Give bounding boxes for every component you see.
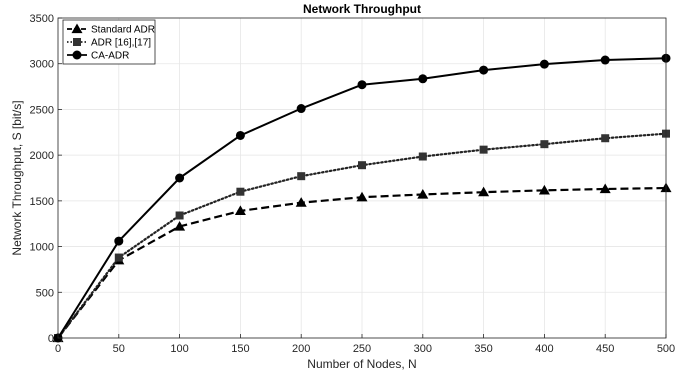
data-point-ca-adr bbox=[114, 236, 124, 246]
data-point-standard-adr bbox=[417, 188, 429, 199]
data-point-ca-adr bbox=[357, 80, 367, 90]
x-tick-label: 250 bbox=[353, 343, 371, 355]
y-tick-label: 2000 bbox=[30, 150, 54, 162]
y-tick-label: 0 bbox=[48, 333, 54, 345]
data-point-adr-16-17 bbox=[175, 211, 184, 220]
chart-title: Network Throughput bbox=[303, 2, 421, 16]
data-point-adr-16-17 bbox=[418, 152, 427, 161]
series-layer bbox=[52, 53, 672, 343]
data-point-adr-16-17 bbox=[601, 134, 610, 143]
y-axis-label: Network Throughput, S [bit/s] bbox=[10, 100, 24, 255]
legend-marker-standard-adr bbox=[71, 23, 83, 34]
y-tick-label: 3000 bbox=[30, 59, 54, 71]
data-point-standard-adr bbox=[356, 191, 368, 202]
data-point-ca-adr bbox=[175, 173, 185, 183]
data-point-ca-adr bbox=[539, 59, 549, 69]
data-point-adr-16-17 bbox=[236, 187, 245, 196]
legend-label-adr-16-17: ADR [16],[17] bbox=[91, 38, 151, 49]
data-point-adr-16-17 bbox=[479, 145, 488, 154]
legend-marker-ca-adr bbox=[72, 50, 82, 60]
y-tick-label: 500 bbox=[36, 287, 54, 299]
series-adr-16-17 bbox=[54, 129, 670, 342]
data-point-standard-adr bbox=[174, 220, 186, 231]
data-point-ca-adr bbox=[600, 55, 610, 65]
data-point-standard-adr bbox=[599, 183, 611, 194]
x-tick-label: 50 bbox=[113, 343, 125, 355]
data-point-standard-adr bbox=[234, 205, 246, 216]
x-tick-label: 150 bbox=[231, 343, 249, 355]
data-point-standard-adr bbox=[478, 186, 490, 197]
tick-labels: 0 50 100 150 200 250 300 350 400 450 500 0 500 1000 15… bbox=[30, 13, 676, 355]
data-point-ca-adr bbox=[479, 65, 489, 75]
data-point-adr-16-17 bbox=[297, 172, 306, 181]
series-ca-adr bbox=[53, 53, 671, 343]
x-tick-label: 200 bbox=[292, 343, 310, 355]
y-tick-label: 1500 bbox=[30, 196, 54, 208]
data-point-standard-adr bbox=[295, 197, 307, 207]
data-point-ca-adr bbox=[235, 130, 245, 140]
x-tick-label: 500 bbox=[657, 343, 675, 355]
x-tick-label: 100 bbox=[170, 343, 188, 355]
x-tick-label: 400 bbox=[535, 343, 553, 355]
x-tick-label: 0 bbox=[55, 343, 61, 355]
data-point-standard-adr bbox=[538, 184, 550, 195]
data-point-ca-adr bbox=[296, 104, 306, 114]
y-tick-label: 1000 bbox=[30, 242, 54, 254]
legend-marker-adr-16-17 bbox=[73, 38, 81, 46]
legend-label-ca-adr: CA-ADR bbox=[91, 51, 129, 62]
x-tick-label: 300 bbox=[414, 343, 432, 355]
legend-label-standard-adr: Standard ADR bbox=[91, 25, 155, 36]
y-tick-label: 3500 bbox=[30, 13, 54, 25]
data-point-adr-16-17 bbox=[114, 253, 123, 262]
data-point-adr-16-17 bbox=[358, 161, 366, 170]
x-tick-label: 350 bbox=[474, 343, 492, 355]
x-axis-label: Number of Nodes, N bbox=[307, 357, 416, 371]
y-tick-label: 2500 bbox=[30, 104, 54, 116]
data-point-ca-adr bbox=[418, 74, 428, 84]
legend: Standard ADR ADR [16],[17] CA-ADR bbox=[62, 19, 156, 65]
data-point-adr-16-17 bbox=[540, 140, 549, 149]
x-tick-label: 450 bbox=[596, 343, 614, 355]
